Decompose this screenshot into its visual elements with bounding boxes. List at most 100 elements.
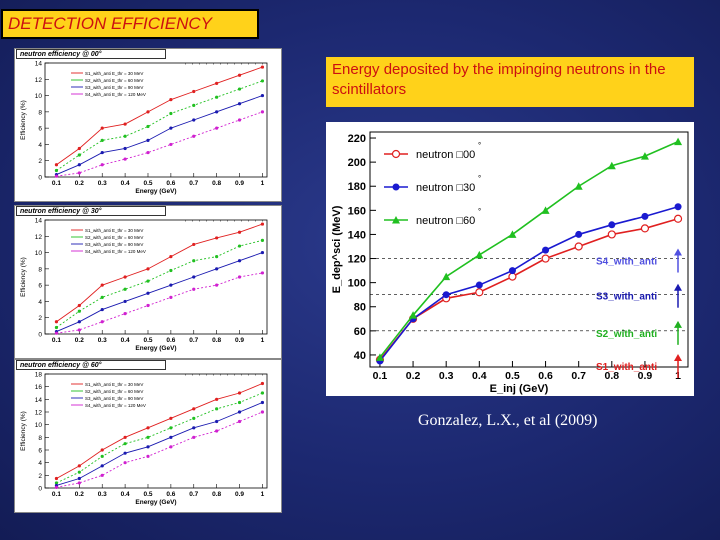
efficiency-panel-title-60: neutron efficiency @ 60° (16, 360, 166, 370)
threshold-label: S3_with_anti (596, 292, 657, 303)
data-point (215, 429, 219, 433)
legend-label: S3_with_anti E_thr = 90 MeV (85, 396, 143, 401)
data-point (100, 320, 104, 324)
efficiency-panel-title-30: neutron efficiency @ 30° (16, 206, 166, 216)
data-point (508, 272, 517, 281)
data-point (237, 410, 242, 414)
data-point (640, 152, 649, 160)
data-point (260, 400, 265, 405)
data-point (169, 126, 173, 130)
series-line-2 (56, 80, 263, 171)
data-point (169, 255, 173, 259)
data-point (77, 303, 81, 308)
y-tick-label: 12 (35, 234, 43, 241)
data-point (475, 250, 484, 259)
data-point (508, 267, 516, 275)
data-point (54, 168, 59, 173)
x-tick-label: 0.2 (75, 337, 84, 344)
caption-box: Energy deposited by the impinging neutro… (326, 57, 694, 107)
data-point (237, 102, 242, 106)
data-point (475, 281, 483, 289)
data-point (123, 442, 127, 446)
y-tick-label: 40 (354, 350, 366, 362)
data-point (641, 212, 649, 220)
y-tick-label: 180 (348, 181, 366, 193)
plot-frame (369, 131, 689, 368)
data-point (215, 255, 219, 259)
data-point (123, 299, 127, 304)
legend-label: neutron □60 (416, 215, 475, 227)
data-point (215, 126, 219, 130)
data-point (77, 476, 81, 481)
y-tick-label: 14 (35, 61, 43, 68)
legend-label: S2_with_anti E_thr = 60 MeV (85, 389, 143, 394)
data-point (77, 464, 81, 468)
data-point (54, 476, 59, 481)
data-point (169, 268, 173, 273)
data-point (237, 118, 242, 122)
legend-label: S2_with_anti E_thr = 60 MeV (85, 78, 143, 83)
x-tick-label: 0.5 (505, 370, 520, 382)
series-line-2 (56, 392, 263, 484)
y-tick-label: 200 (348, 157, 366, 169)
series-line-1 (56, 383, 263, 479)
series-line-3 (379, 140, 679, 358)
data-point (215, 110, 219, 114)
y-tick-label: 6 (38, 283, 42, 290)
x-tick-label: 0.8 (212, 337, 221, 344)
threshold-label: S4_with_anti (596, 257, 657, 268)
y-tick-label: 10 (35, 422, 43, 429)
data-point (607, 230, 616, 239)
series-line-3 (56, 95, 263, 175)
data-point (215, 267, 219, 271)
x-tick-label: 0.6 (538, 370, 553, 382)
data-point (508, 230, 517, 238)
data-point (146, 124, 150, 129)
efficiency-panel-00: 0 2 4 6 8 10 12 14 0.1 0.2 0.3 0.4 0.5 0.6 0.7 0.8 0.9 1 E… (14, 48, 282, 202)
x-tick-label: 0.2 (75, 180, 84, 187)
series-line-1 (379, 218, 679, 361)
x-axis-label: Energy (GeV) (135, 345, 176, 352)
legend-label: S4_with_anti E_thr = 120 MeV (85, 249, 146, 254)
plot-frame (44, 62, 268, 178)
efficiency-panel-30: 0 2 4 6 8 10 12 14 0.1 0.2 0.3 0.4 0.5 0.6 0.7 0.8 0.9 1 E… (14, 205, 282, 359)
data-point (192, 407, 196, 411)
data-point (77, 163, 81, 167)
x-tick-label: 0.7 (189, 180, 198, 187)
data-point (100, 295, 104, 299)
legend-label: neutron □30 (416, 182, 475, 194)
data-point (575, 230, 583, 238)
y-tick-label: 80 (354, 302, 366, 314)
data-point (673, 214, 683, 223)
legend-degree: ° (478, 141, 481, 150)
data-point (237, 87, 242, 91)
legend-marker (392, 183, 400, 191)
data-point (674, 137, 683, 146)
efficiency-chart-30: 0 2 4 6 8 10 12 14 0.1 0.2 0.3 0.4 0.5 0.6 0.7 0.8 0.9 1 E… (20, 218, 268, 352)
x-tick-label: 0.9 (235, 180, 244, 187)
x-tick-label: 0.7 (189, 491, 198, 498)
data-point (375, 353, 384, 361)
data-point (169, 283, 173, 287)
data-point (54, 485, 59, 489)
data-point (260, 93, 265, 98)
data-point (574, 182, 583, 190)
x-tick-label: 0.4 (121, 337, 130, 344)
data-point (260, 271, 265, 275)
x-tick-label: 0.9 (235, 337, 244, 344)
legend-label: S1_with_anti E_thr = 30 MeV (85, 71, 143, 76)
data-point (260, 410, 265, 414)
data-point (169, 435, 173, 439)
threshold-label: S2_with_anti (596, 329, 657, 340)
data-point (541, 206, 550, 214)
data-point (260, 238, 265, 242)
data-point (77, 146, 81, 151)
data-point (123, 451, 127, 455)
data-point (541, 254, 550, 263)
series-line-3 (56, 402, 263, 486)
x-axis-label: E_inj (GeV) (490, 383, 549, 395)
legend-label: S4_with_anti E_thr = 120 MeV (85, 403, 146, 408)
data-point (192, 118, 196, 122)
caption-text: Energy deposited by the impinging neutro… (332, 61, 666, 98)
y-tick-label: 8 (38, 109, 42, 116)
